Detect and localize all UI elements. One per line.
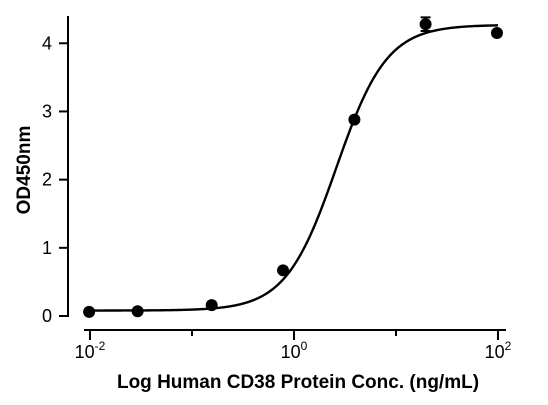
x-tick-label: 102 [485,339,512,362]
x-tick-label-exponent: 0 [301,339,308,353]
y-tick-label: 0 [42,306,52,326]
data-point [419,18,432,31]
y-tick-label: 2 [42,170,52,190]
y-axis: 0 1 2 3 4 [42,16,69,326]
x-tick-label: 10-2 [75,339,106,362]
fit-curve [90,24,499,312]
x-tick-label: 100 [281,339,308,362]
y-tick-label: 3 [42,101,52,121]
data-point [490,27,503,40]
x-tick-label-base: 10 [485,342,505,362]
x-tick-label-base: 10 [75,342,95,362]
y-ticks: 0 1 2 3 4 [42,33,68,326]
data-points [83,16,503,318]
data-point [83,305,96,318]
x-axis: 10-2 100 102 [75,329,512,362]
y-axis-title: OD450nm [14,126,35,215]
x-tick-label-exponent: 2 [505,339,512,353]
x-ticks: 10-2 100 102 [75,330,512,362]
data-point [131,305,144,318]
x-tick-label-exponent: -2 [95,339,106,353]
y-tick-label: 4 [42,33,52,53]
y-tick-label: 1 [42,238,52,258]
data-point [277,264,290,277]
x-axis-title: Log Human CD38 Protein Conc. (ng/mL) [117,372,479,393]
data-point [205,299,218,312]
data-point [348,113,361,126]
x-tick-label-base: 10 [281,342,301,362]
